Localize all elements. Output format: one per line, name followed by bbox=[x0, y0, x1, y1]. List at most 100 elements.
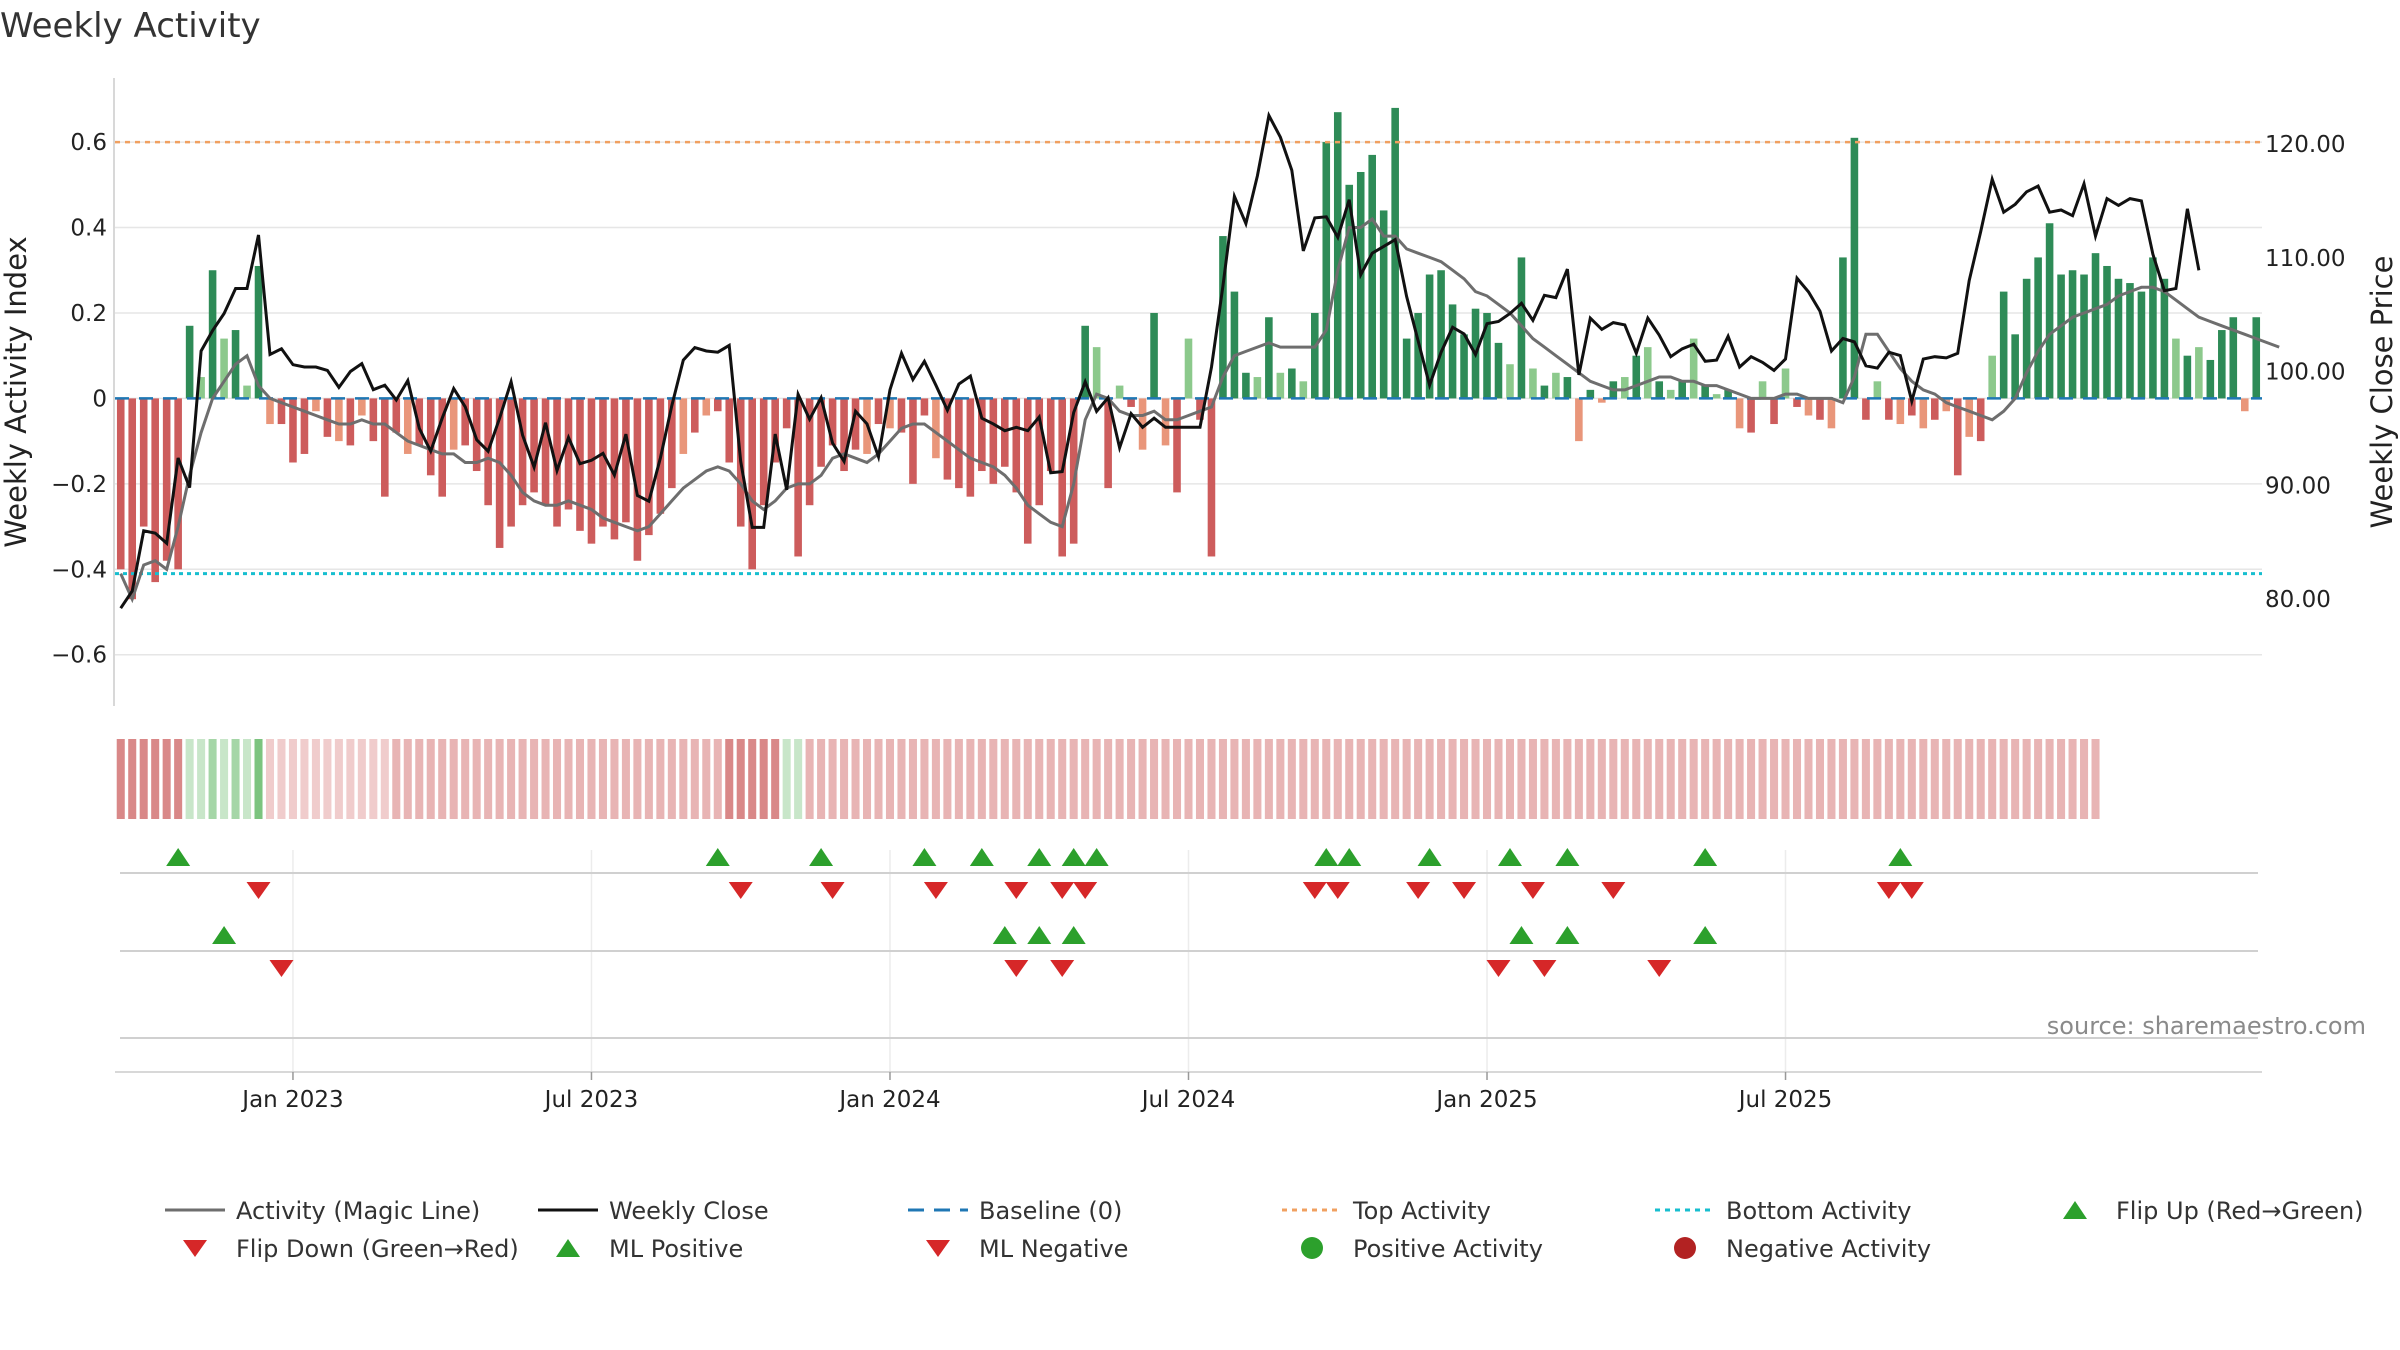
activity-bar bbox=[1873, 381, 1882, 399]
activity-bar bbox=[1265, 317, 1273, 399]
strip-cell bbox=[231, 739, 240, 819]
activity-bar bbox=[909, 398, 917, 484]
strip-cell bbox=[1919, 739, 1928, 819]
strip-cell bbox=[1264, 739, 1273, 819]
activity-bar bbox=[817, 398, 825, 467]
activity-bar bbox=[1414, 312, 1422, 399]
y-tick-label: −0.6 bbox=[51, 643, 107, 669]
activity-bar bbox=[1896, 398, 1905, 425]
strip-cell bbox=[1953, 739, 1962, 819]
strip-cell bbox=[1184, 739, 1193, 819]
strip-cell bbox=[300, 739, 309, 819]
activity-bar bbox=[2240, 398, 2249, 412]
activity-bar bbox=[300, 398, 309, 454]
activity-bar bbox=[323, 398, 332, 437]
activity-bar bbox=[1391, 107, 1399, 399]
strip-cell bbox=[1689, 739, 1698, 819]
strip-cell bbox=[1586, 739, 1595, 819]
strip-cell bbox=[2022, 739, 2031, 819]
x-tick-label: Jan 2025 bbox=[1434, 1087, 1537, 1113]
strip-cell bbox=[1322, 739, 1331, 819]
strip-cell bbox=[644, 739, 653, 819]
strip-cell bbox=[1965, 739, 1974, 819]
legend: Activity (Magic Line) Weekly Close Baselin… bbox=[165, 1197, 2364, 1263]
strip-cell bbox=[667, 739, 676, 819]
activity-bar bbox=[116, 398, 125, 570]
legend-label: Flip Down (Green→Red) bbox=[236, 1235, 519, 1263]
strip-cell bbox=[139, 739, 148, 819]
activity-bar bbox=[1311, 312, 1319, 399]
activity-bar bbox=[668, 398, 676, 489]
strip-cell bbox=[1138, 739, 1147, 819]
activity-bar bbox=[897, 398, 906, 433]
date-axis: Jan 2023 Jul 2023 Jan 2024 Jul 2024 Jan 2025… bbox=[115, 1071, 2262, 1113]
activity-bar bbox=[2229, 317, 2238, 399]
strip-cell bbox=[1012, 739, 1021, 819]
strip-cell bbox=[369, 739, 378, 819]
strip-cell bbox=[1517, 739, 1526, 819]
strip-cell bbox=[736, 739, 745, 819]
activity-bar bbox=[381, 398, 389, 497]
strip-cell bbox=[1046, 739, 1055, 819]
activity-bar bbox=[518, 398, 527, 506]
y-tick-label: −0.2 bbox=[51, 472, 107, 498]
activity-bar bbox=[1127, 398, 1135, 407]
flip-up-marker bbox=[705, 848, 730, 866]
activity-bar bbox=[1988, 355, 1996, 399]
strip-cell bbox=[1861, 739, 1870, 819]
y2-tick-label: 110.00 bbox=[2265, 246, 2345, 272]
activity-bar bbox=[2160, 278, 2169, 399]
strip-cell bbox=[277, 739, 286, 819]
strip-cell bbox=[702, 739, 711, 819]
activity-bar bbox=[139, 398, 148, 527]
flip-up-marker bbox=[1497, 848, 1522, 866]
legend-swatch bbox=[183, 1240, 207, 1257]
activity-bar bbox=[874, 398, 883, 425]
strip-cell bbox=[1942, 739, 1951, 819]
activity-bar bbox=[208, 270, 217, 399]
strip-cell bbox=[1173, 739, 1182, 819]
activity-bar bbox=[1540, 385, 1549, 399]
strip-cell bbox=[1747, 739, 1756, 819]
strip-cell bbox=[1482, 739, 1492, 819]
strip-cell bbox=[1081, 739, 1090, 819]
activity-bar bbox=[185, 325, 194, 399]
strip-cell bbox=[587, 739, 596, 819]
activity-bar bbox=[1196, 398, 1204, 420]
activity-bar bbox=[955, 398, 963, 489]
strip-cell bbox=[759, 739, 768, 819]
strip-cell bbox=[1643, 739, 1652, 819]
ml-positive-marker bbox=[1555, 926, 1580, 944]
strip-cell bbox=[2057, 739, 2066, 819]
activity-bar bbox=[1138, 398, 1147, 450]
activity-bar bbox=[2022, 278, 2031, 399]
strip-cell bbox=[954, 739, 963, 819]
activity-bar bbox=[691, 398, 699, 433]
activity-bar bbox=[1632, 355, 1641, 399]
activity-bar bbox=[1816, 398, 1824, 420]
activity-bar bbox=[610, 398, 619, 540]
strip-cell bbox=[805, 739, 814, 819]
activity-bar bbox=[2137, 291, 2146, 399]
ml-negative-marker bbox=[1486, 960, 1511, 977]
legend-label: Negative Activity bbox=[1726, 1235, 1931, 1263]
activity-bar bbox=[461, 398, 469, 446]
strip-cell bbox=[897, 739, 906, 819]
activity-bar bbox=[174, 398, 182, 570]
activity-bar bbox=[679, 398, 688, 454]
activity-bar bbox=[1598, 398, 1606, 403]
x-tick-label: Jul 2025 bbox=[1737, 1087, 1833, 1113]
flip-up-marker bbox=[1693, 848, 1718, 866]
flip-up-marker bbox=[1061, 848, 1086, 866]
series-lines bbox=[119, 111, 2280, 610]
strip-cell bbox=[1414, 739, 1423, 819]
y-tick-label: 0.4 bbox=[70, 216, 107, 242]
strip-cell bbox=[415, 739, 424, 819]
activity-bar bbox=[1448, 304, 1457, 399]
strip-cell bbox=[575, 739, 585, 819]
strip-cell bbox=[1069, 739, 1078, 819]
activity-bar bbox=[2011, 334, 2019, 399]
chart-title: Weekly Activity bbox=[0, 6, 261, 46]
activity-bar bbox=[1724, 389, 1732, 399]
activity-bar bbox=[2252, 317, 2261, 399]
